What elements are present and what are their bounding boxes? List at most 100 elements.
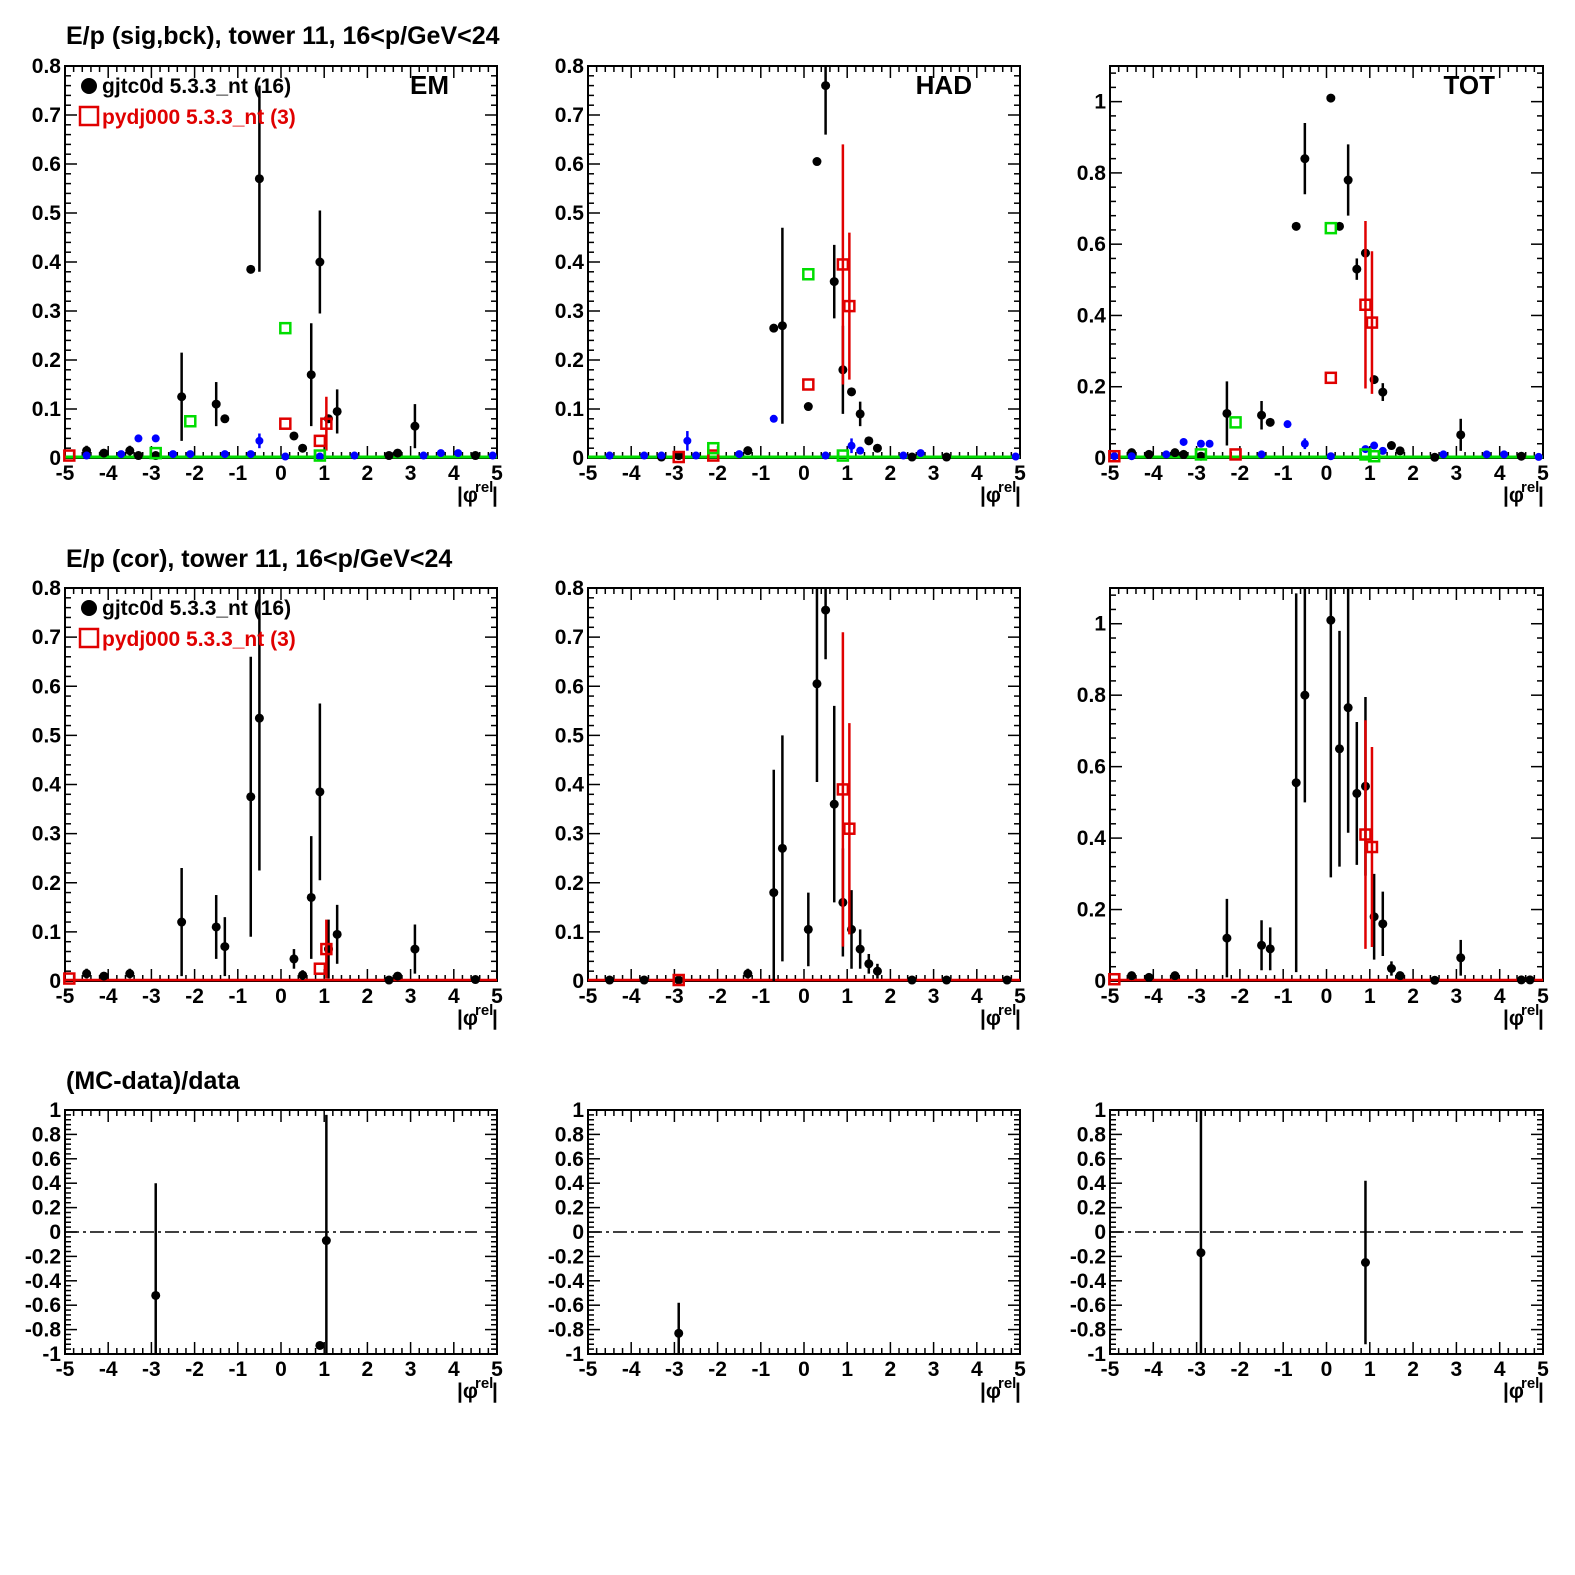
y-tick-label: 0.1: [32, 921, 62, 944]
mc-point: [1108, 972, 1121, 986]
data-point: [1170, 971, 1180, 981]
x-tick-label: -3: [142, 1358, 161, 1381]
x-axis-label-superscript: rel: [998, 1375, 1016, 1392]
background-point: [1378, 446, 1387, 455]
mc-point: [802, 268, 815, 281]
x-tick-label: 4: [971, 1358, 983, 1381]
y-tick-label: 0.3: [555, 823, 584, 846]
background-point: [1326, 452, 1335, 461]
x-tick-label: 2: [1407, 462, 1419, 485]
y-tick-label: -1: [42, 1343, 61, 1366]
mc-point: [802, 378, 815, 391]
plot-frame: [587, 587, 1021, 982]
x-axis-label-close: |: [1538, 484, 1544, 507]
y-tick-label: 0.1: [555, 921, 585, 944]
x-tick-label: -2: [185, 1358, 204, 1381]
row-title-cor: E/p (cor), tower 11, 16<p/GeV<24: [66, 545, 452, 573]
x-tick-label: 1: [1364, 985, 1376, 1008]
x-tick-label: -4: [1144, 1358, 1163, 1381]
x-tick-label: -2: [185, 462, 204, 485]
plot-frame: [587, 1109, 1021, 1355]
x-tick-label: -5: [1101, 985, 1120, 1008]
x-tick-label: -4: [622, 985, 641, 1008]
panel-had_cor: -5 -4 -3 -2 -1 0 1 2 3 4 5 0 0.1 0.2 0.3 0.4 0.5 0.6 0.7 0.…: [555, 577, 1026, 1030]
y-tick-label: 0.3: [555, 300, 584, 323]
row-title-ratio: (MC-data)/data: [66, 1067, 241, 1095]
background-point: [1196, 439, 1205, 448]
mc-point: [279, 417, 292, 430]
x-tick-label: 2: [1407, 1358, 1419, 1381]
y-tick-label: -0.2: [1070, 1245, 1106, 1268]
legend-label-mc: pydj000 5.3.3_nt (3): [102, 628, 296, 651]
legend-label-data: gjtc0d 5.3.3_nt (16): [102, 75, 291, 98]
series-data: [605, 588, 1012, 985]
x-tick-label: 1: [318, 462, 330, 485]
x-tick-label: 5: [1537, 462, 1549, 485]
x-tick-label: 3: [405, 985, 417, 1008]
data-point: [298, 970, 308, 980]
background-point: [692, 451, 700, 460]
data-point: [769, 323, 779, 333]
data-point: [1300, 690, 1310, 700]
data-point: [82, 969, 92, 979]
data-point: [639, 975, 649, 985]
data-point: [1360, 1258, 1370, 1267]
data-point: [384, 451, 394, 461]
background-point: [1300, 439, 1309, 448]
background-point: [1179, 437, 1188, 446]
plot-frame: [1109, 587, 1544, 982]
data-point: [1352, 788, 1362, 798]
data-point: [812, 157, 822, 167]
y-tick-label: 0.4: [555, 774, 585, 797]
x-tick-label: -3: [1187, 985, 1206, 1008]
mc-point: [843, 299, 856, 313]
data-point: [177, 392, 187, 402]
y-tick-label: -0.2: [25, 1245, 61, 1268]
x-axis-label: |φ: [1503, 1380, 1524, 1403]
y-tick-label: -0.6: [1070, 1294, 1106, 1317]
background-point: [847, 441, 856, 450]
x-tick-label: 0: [275, 462, 287, 485]
data-point: [220, 942, 230, 952]
data-point: [855, 409, 865, 419]
background-point: [1205, 439, 1214, 448]
y-tick-label: 0.4: [555, 1172, 585, 1195]
x-tick-label: -2: [1231, 985, 1250, 1008]
x-tick-label: -2: [185, 985, 204, 1008]
background-point: [315, 452, 324, 461]
data-point: [1144, 449, 1154, 459]
background-point: [821, 451, 830, 460]
x-tick-label: 2: [885, 985, 897, 1008]
corner-label: EM: [410, 70, 449, 100]
data-point: [1300, 154, 1310, 164]
data-point: [1386, 441, 1396, 451]
data-point: [821, 81, 831, 91]
background-point: [117, 450, 126, 459]
background-point: [856, 446, 865, 455]
series-mc_bck: [707, 268, 850, 462]
x-axis-label-close: |: [1015, 1007, 1021, 1030]
x-axis-label-close: |: [1015, 1380, 1021, 1403]
y-tick-label: -0.6: [548, 1294, 584, 1317]
series-mc: [63, 396, 333, 462]
panel-em_cor: -5 -4 -3 -2 -1 0 1 2 3 4 5 0 0.1 0.2 0.3 0.4 0.5 0.6 0.7 0.…: [32, 577, 503, 1030]
legend-marker-data: [81, 600, 97, 616]
y-tick-label: 0: [572, 1221, 584, 1244]
y-tick-label: 0.4: [32, 774, 62, 797]
data-point: [847, 387, 857, 397]
mc-point: [1359, 298, 1372, 312]
data-point: [99, 971, 109, 981]
mc-point: [1365, 316, 1379, 329]
y-tick-label: 0: [572, 447, 584, 470]
data-point: [907, 975, 917, 985]
y-tick-label: -0.4: [25, 1270, 62, 1293]
x-tick-label: 2: [1407, 985, 1419, 1008]
plot-frame: [587, 65, 1021, 459]
background-point: [735, 450, 744, 459]
panel-had_ratio: -5 -4 -3 -2 -1 0 1 2 3 4 5-1-0.8-0.6-0.4-0.200.20.…: [548, 1099, 1026, 1403]
y-tick-label: 0.8: [555, 55, 585, 78]
legend-label-data: gjtc0d 5.3.3_nt (16): [102, 597, 291, 620]
y-tick-label: 0.5: [32, 724, 62, 747]
background-point: [169, 450, 177, 459]
y-tick-label: 0.3: [32, 823, 61, 846]
